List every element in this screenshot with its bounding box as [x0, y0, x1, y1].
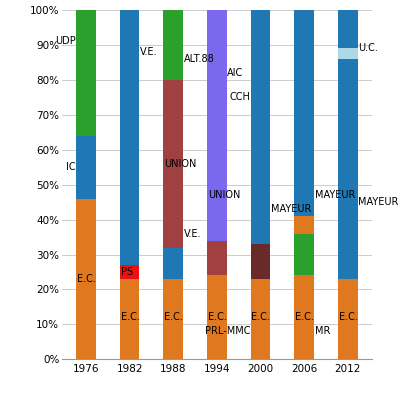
Bar	[120, 66, 139, 167]
Text: E.C.: E.C.	[251, 312, 270, 322]
Bar	[76, 199, 96, 359]
Bar	[338, 38, 358, 48]
Text: E.C.: E.C.	[164, 312, 183, 322]
Text: E.C.: E.C.	[208, 312, 227, 322]
Bar	[207, 275, 227, 359]
Bar	[207, 150, 227, 241]
Bar	[295, 275, 314, 359]
Text: CCH: CCH	[229, 92, 250, 102]
Bar	[251, 9, 270, 34]
Bar	[164, 261, 183, 279]
Bar	[164, 66, 183, 79]
Bar	[76, 58, 96, 135]
Text: AIC: AIC	[227, 68, 244, 77]
Bar	[120, 265, 139, 279]
Text: V.E.: V.E.	[140, 47, 158, 56]
Text: UNION: UNION	[164, 158, 196, 169]
Text: MAYEUR: MAYEUR	[271, 204, 311, 214]
Bar	[251, 244, 270, 279]
Text: MAYEUR: MAYEUR	[315, 190, 355, 200]
Text: U.C.: U.C.	[358, 43, 378, 53]
Bar	[251, 279, 270, 359]
Text: IC: IC	[66, 162, 76, 172]
Bar	[76, 9, 96, 45]
Bar	[76, 45, 96, 58]
Bar	[295, 216, 314, 233]
Bar	[164, 79, 183, 248]
Text: MR: MR	[315, 327, 330, 337]
Text: PRL-MMC: PRL-MMC	[204, 327, 250, 337]
Text: E.C.: E.C.	[339, 312, 358, 322]
Bar	[251, 34, 270, 174]
Text: E.C.: E.C.	[77, 274, 96, 284]
Bar	[338, 135, 358, 279]
Bar	[120, 167, 139, 265]
Bar	[295, 9, 314, 177]
Bar	[338, 58, 358, 135]
Bar	[207, 9, 227, 150]
Text: ALT.88: ALT.88	[184, 54, 215, 64]
Bar	[76, 135, 96, 199]
Bar	[251, 174, 270, 244]
Bar	[164, 9, 183, 66]
Text: UDP: UDP	[55, 36, 76, 46]
Bar	[295, 233, 314, 275]
Bar	[207, 241, 227, 275]
Bar	[120, 9, 139, 66]
Bar	[120, 279, 139, 359]
Bar	[164, 279, 183, 359]
Text: E.C.: E.C.	[120, 312, 139, 322]
Bar	[295, 177, 314, 216]
Text: V.E.: V.E.	[184, 228, 201, 239]
Bar	[338, 9, 358, 38]
Bar	[338, 279, 358, 359]
Bar	[164, 248, 183, 261]
Bar	[338, 48, 358, 58]
Text: E.C.: E.C.	[295, 312, 314, 322]
Text: PS: PS	[120, 267, 133, 277]
Text: MAYEUR: MAYEUR	[358, 197, 399, 207]
Text: UNION: UNION	[208, 190, 240, 200]
